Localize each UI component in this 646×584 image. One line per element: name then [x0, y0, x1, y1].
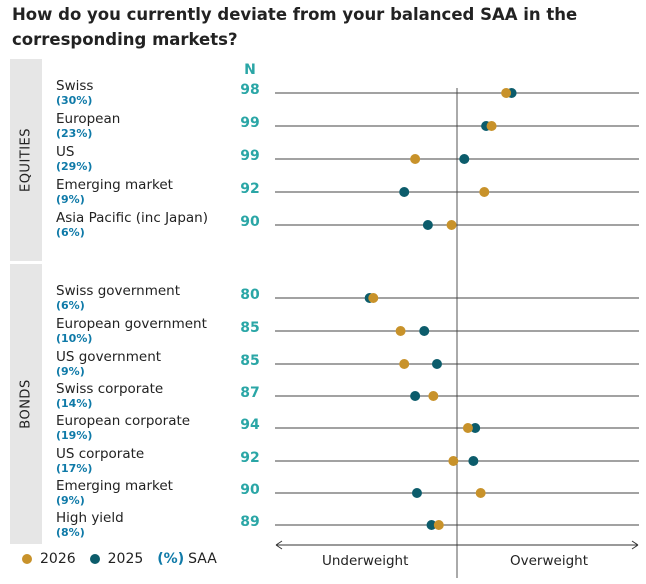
market-name: European	[56, 111, 121, 127]
market-row: European (23%) 99	[0, 111, 646, 143]
point-2025	[411, 488, 422, 498]
point-2025	[426, 520, 437, 530]
saa-percent: (9%)	[56, 365, 85, 378]
market-name: US government	[56, 349, 162, 365]
chart-title: How do you currently deviate from your b…	[12, 5, 578, 49]
respondent-count: 90	[240, 214, 260, 230]
legend-dot-2025	[89, 554, 100, 564]
point-2025	[470, 423, 481, 433]
axis-label-overweight: Overweight	[510, 553, 588, 569]
market-row: Asia Pacific (inc Japan) (6%) 90	[0, 210, 646, 242]
market-row: Emerging market (9%) 92	[0, 177, 646, 209]
respondent-count: 85	[240, 353, 260, 369]
point-2025	[468, 456, 479, 466]
saa-percent: (9%)	[56, 494, 85, 507]
saa-percent: (6%)	[56, 226, 85, 239]
market-name: US corporate	[56, 446, 145, 462]
market-row: US corporate (17%) 92	[0, 446, 646, 478]
respondent-count: 80	[240, 287, 260, 303]
respondent-count: 85	[240, 320, 260, 336]
point-2026	[399, 359, 410, 369]
point-2026	[395, 326, 406, 336]
saa-percent: (8%)	[56, 526, 85, 539]
market-row: European corporate (19%) 94	[0, 413, 646, 445]
legend-item-2026: 2026	[22, 551, 76, 567]
point-2026	[446, 220, 457, 230]
market-name: Swiss corporate	[56, 381, 164, 397]
market-row: Swiss (30%) 98	[0, 78, 646, 110]
point-2025	[419, 326, 430, 336]
legend: 2026 2025 (%) SAA	[22, 551, 231, 567]
saa-percent: (6%)	[56, 299, 85, 312]
respondent-count: 87	[240, 385, 260, 401]
point-2026	[448, 456, 459, 466]
point-2026	[475, 488, 486, 498]
saa-percent: (10%)	[56, 332, 93, 345]
point-2026	[462, 423, 473, 433]
point-2025	[399, 187, 410, 197]
point-2026	[433, 520, 444, 530]
market-name: High yield	[56, 510, 124, 526]
arrow-right-icon	[631, 540, 639, 550]
legend-label-2025: 2025	[107, 551, 144, 567]
saa-percent: (29%)	[56, 160, 93, 173]
saa-percent: (9%)	[56, 193, 85, 206]
market-row: Swiss government (6%) 80	[0, 283, 646, 315]
respondent-count: 90	[240, 482, 260, 498]
market-name: Swiss	[56, 78, 94, 94]
respondent-count: 98	[240, 82, 260, 98]
market-row: US (29%) 99	[0, 144, 646, 176]
group-band-bonds: BONDS	[10, 264, 42, 544]
point-2026	[479, 187, 490, 197]
n-column-header: N	[244, 62, 256, 78]
saa-percent: (17%)	[56, 462, 93, 475]
saa-percent: (19%)	[56, 429, 93, 442]
saa-percent: (23%)	[56, 127, 93, 140]
point-2026	[410, 154, 421, 164]
respondent-count: 89	[240, 514, 260, 530]
respondent-count: 99	[240, 148, 260, 164]
axis-label-underweight: Underweight	[322, 553, 409, 569]
legend-item-saa: (%) SAA	[157, 551, 217, 567]
market-row: US government (9%) 85	[0, 349, 646, 381]
market-name: US	[56, 144, 75, 160]
respondent-count: 92	[240, 450, 260, 466]
point-2026	[368, 293, 379, 303]
market-row: Emerging market (9%) 90	[0, 478, 646, 510]
market-row: High yield (8%) 89	[0, 510, 646, 542]
legend-saa-marker: (%)	[157, 551, 185, 567]
respondent-count: 99	[240, 115, 260, 131]
legend-item-2025: 2025	[89, 551, 144, 567]
saa-percent: (30%)	[56, 94, 93, 107]
legend-saa-label: SAA	[188, 551, 217, 567]
point-2026	[501, 88, 512, 98]
group-band-equities: EQUITIES	[10, 59, 42, 261]
market-name: Swiss government	[56, 283, 181, 299]
market-name: Emerging market	[56, 177, 173, 193]
arrow-left-icon	[275, 540, 283, 550]
saa-percent: (14%)	[56, 397, 93, 410]
point-2025	[410, 391, 421, 401]
respondent-count: 92	[240, 181, 260, 197]
respondent-count: 94	[240, 417, 260, 433]
point-2025	[431, 359, 442, 369]
market-name: Asia Pacific (inc Japan)	[56, 210, 208, 226]
market-name: European government	[56, 316, 207, 332]
legend-label-2026: 2026	[40, 551, 76, 567]
market-row: Swiss corporate (14%) 87	[0, 381, 646, 413]
market-name: European corporate	[56, 413, 191, 429]
point-2026	[428, 391, 439, 401]
market-name: Emerging market	[56, 478, 173, 494]
legend-dot-2026	[22, 554, 32, 564]
point-2025	[459, 154, 470, 164]
market-row: European government (10%) 85	[0, 316, 646, 348]
point-2025	[422, 220, 433, 230]
point-2026	[486, 121, 497, 131]
